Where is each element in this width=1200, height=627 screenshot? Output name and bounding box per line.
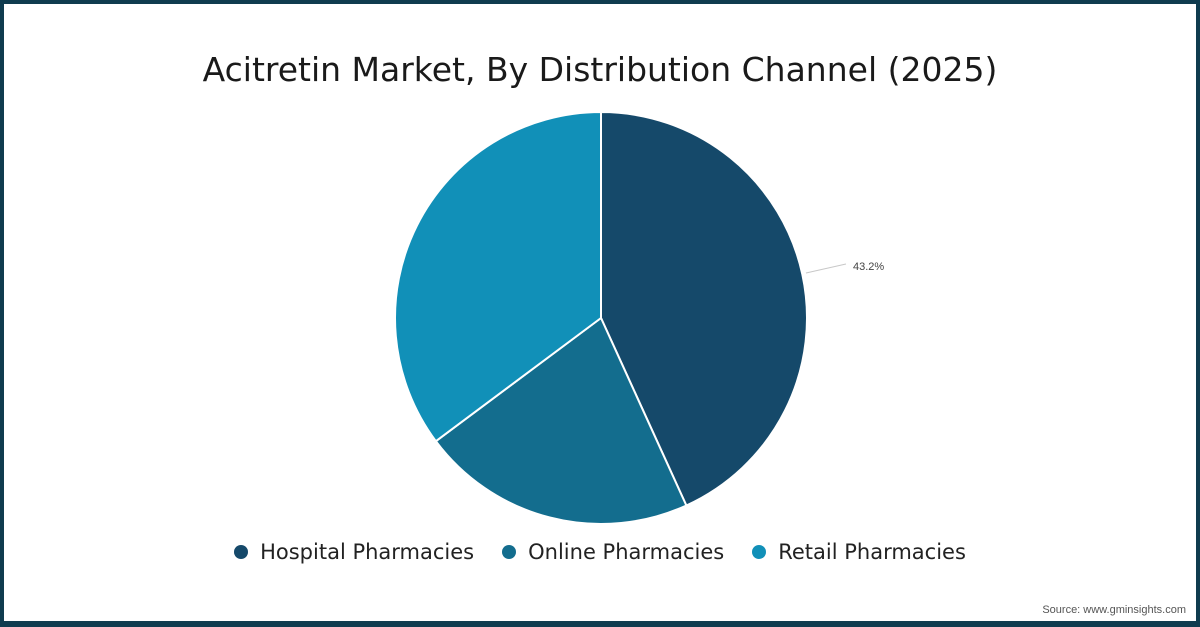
legend: Hospital Pharmacies Online Pharmacies Re… <box>0 540 1200 564</box>
pie-slice-retail-pharmacies[interactable] <box>394 111 602 443</box>
legend-item-hospital-pharmacies[interactable]: Hospital Pharmacies <box>234 540 474 564</box>
legend-item-online-pharmacies[interactable]: Online Pharmacies <box>502 540 724 564</box>
legend-label: Retail Pharmacies <box>778 540 966 564</box>
data-label-leader-line <box>805 263 847 274</box>
legend-label: Online Pharmacies <box>528 540 725 564</box>
data-label-hospital: 43.2% <box>853 261 884 273</box>
legend-marker-icon <box>234 545 249 559</box>
pie-slice-hospital-pharmacies[interactable] <box>600 111 808 507</box>
legend-marker-icon <box>752 545 767 559</box>
source-credit: Source: www.gminsights.com <box>1042 604 1186 616</box>
legend-label: Hospital Pharmacies <box>260 540 475 564</box>
pie-slices <box>394 111 808 525</box>
chart-title: Acitretin Market, By Distribution Channe… <box>202 50 998 89</box>
legend-marker-icon <box>502 545 517 559</box>
legend-item-retail-pharmacies[interactable]: Retail Pharmacies <box>752 540 966 564</box>
pie-slice-online-pharmacies[interactable] <box>434 317 688 525</box>
